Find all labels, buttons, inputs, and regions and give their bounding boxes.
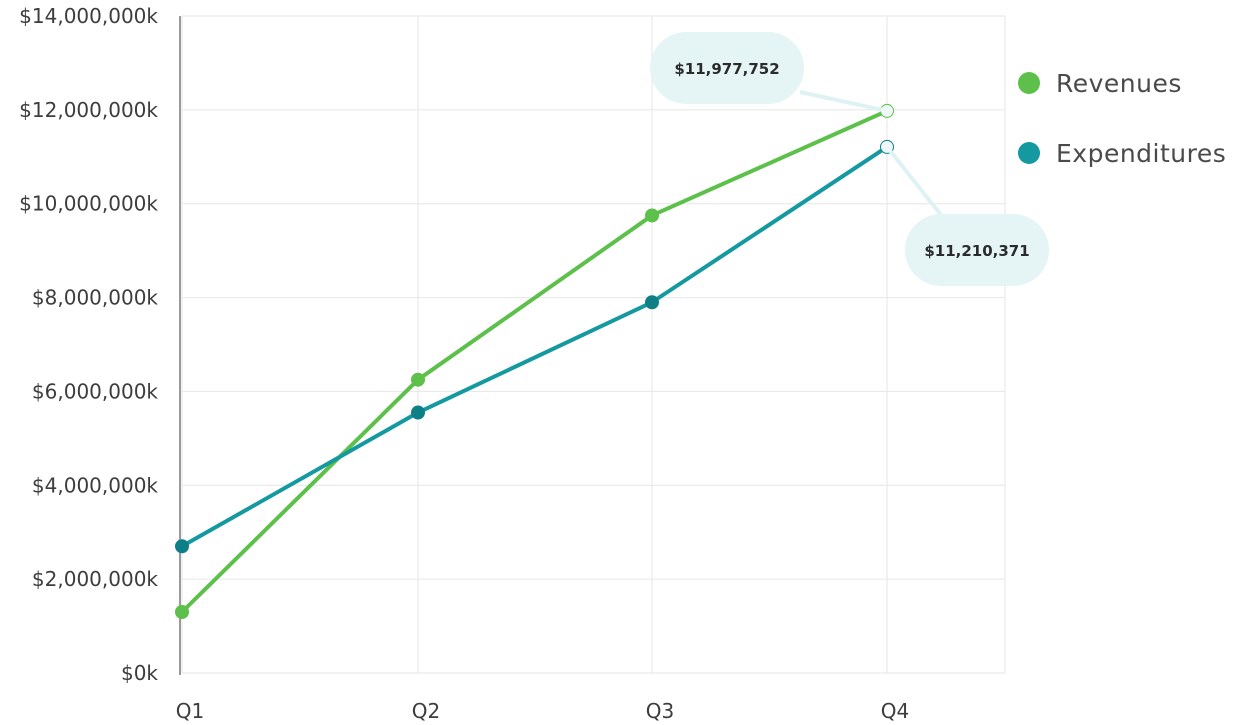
y-tick-label: $14,000,000k <box>19 4 158 28</box>
data-point-revenues[interactable] <box>175 604 189 619</box>
callout-marker <box>881 104 893 117</box>
callout-value-label: $11,977,752 <box>674 60 779 78</box>
legend-item-revenues[interactable]: Revenues <box>1018 69 1182 98</box>
data-point-expenditures[interactable] <box>645 295 659 310</box>
value-callout: $11,210,371 <box>881 140 1049 286</box>
data-point-revenues[interactable] <box>645 208 659 223</box>
y-tick-label: $2,000,000k <box>32 567 159 591</box>
callout-value-label: $11,210,371 <box>924 242 1029 260</box>
data-point-expenditures[interactable] <box>175 539 189 554</box>
x-tick-label: Q4 <box>881 699 909 723</box>
grid-lines <box>181 15 1006 674</box>
data-point-expenditures[interactable] <box>411 405 425 420</box>
value-callout: $11,977,752 <box>650 32 893 117</box>
axes: $0k $2,000,000k $4,000,000k $6,000,000k $8,0… <box>19 4 909 723</box>
data-point-revenues[interactable] <box>411 372 425 387</box>
callout-bubble <box>905 214 1049 286</box>
legend: Revenues Expenditures <box>1018 69 1226 168</box>
callout-marker <box>881 140 893 153</box>
legend-label: Revenues <box>1056 69 1182 98</box>
x-tick-label: Q1 <box>176 699 204 723</box>
legend-label: Expenditures <box>1056 139 1226 168</box>
y-tick-label: $10,000,000k <box>19 192 158 216</box>
series-line-expenditures <box>180 144 889 549</box>
legend-swatch <box>1018 72 1040 94</box>
data-points <box>175 103 894 619</box>
series-line-revenues <box>180 108 889 614</box>
y-tick-label: $8,000,000k <box>32 286 159 310</box>
x-tick-label: Q2 <box>412 699 440 723</box>
callout-bubble <box>650 32 804 104</box>
y-tick-label: $0k <box>121 661 158 685</box>
legend-item-expenditures[interactable]: Expenditures <box>1018 139 1226 168</box>
y-tick-label: $4,000,000k <box>32 473 159 497</box>
series-lines <box>180 108 889 614</box>
x-tick-label: Q3 <box>646 699 674 723</box>
callout-leader-line <box>885 145 947 222</box>
callout-leader-line <box>799 90 888 113</box>
legend-swatch <box>1018 142 1040 164</box>
y-tick-label: $6,000,000k <box>32 379 159 403</box>
y-tick-label: $12,000,000k <box>19 98 158 122</box>
callouts: $11,977,752 $11,210,371 <box>650 32 1049 286</box>
